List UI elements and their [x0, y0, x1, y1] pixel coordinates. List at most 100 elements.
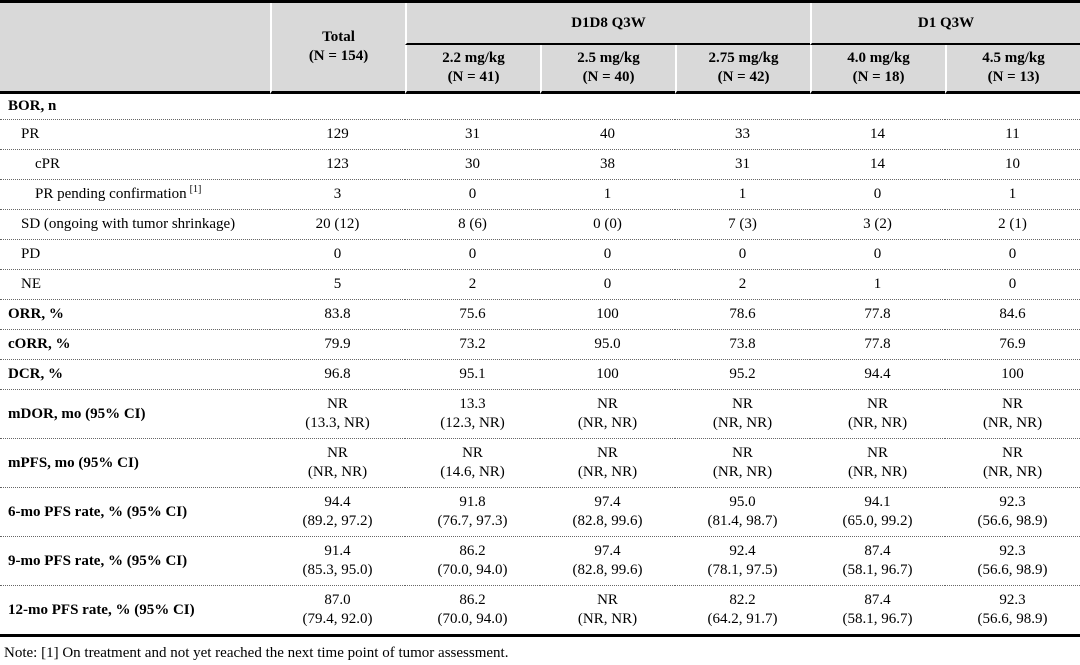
cell-line: NR — [867, 445, 888, 461]
cell-line: 92.3 — [999, 592, 1026, 608]
cell-line: 83.8 — [324, 306, 351, 322]
data-cell: NR (NR, NR) — [540, 390, 675, 439]
cell-line: NR — [597, 445, 618, 461]
row-label: SD (ongoing with tumor shrinkage) — [0, 210, 270, 240]
cell-line: 75.6 — [459, 306, 486, 322]
data-cell: 94.1 (65.0, 99.2) — [810, 488, 946, 537]
data-cell: 31 — [405, 120, 540, 150]
table-row: PR pending confirmation [1] 3 0 1 1 0 1 — [0, 180, 1080, 210]
data-cell: 95.1 — [405, 360, 540, 390]
dose-label: 4.5 mg/kg — [982, 50, 1045, 66]
table-row: DCR, % 96.8 95.1 100 95.2 94.4 100 — [0, 360, 1080, 390]
data-cell: 95.0 (81.4, 98.7) — [675, 488, 811, 537]
cell-line: (NR, NR) — [577, 611, 638, 627]
table-row: BOR, n — [0, 94, 1080, 120]
data-cell: 5 — [270, 270, 405, 300]
results-table: Total (N = 154) D1D8 Q3W D1 Q3W 2.2 mg/k… — [0, 0, 1080, 637]
cell-line: 87.4 — [864, 592, 891, 608]
cell-line: 87.4 — [864, 543, 891, 559]
data-cell: 0 — [270, 240, 405, 270]
cell-line: 33 — [735, 126, 751, 142]
data-cell: 73.8 — [675, 330, 811, 360]
data-cell: 123 — [270, 150, 405, 180]
cell-line: NR — [1002, 445, 1023, 461]
table-row: cPR 123 30 38 31 14 10 — [0, 150, 1080, 180]
cell-line: 0 — [1008, 246, 1017, 262]
data-cell: 1 — [945, 180, 1080, 210]
cell-line: 79.9 — [324, 336, 351, 352]
dose-n: (N = 40) — [582, 69, 635, 85]
cell-line: 94.1 — [864, 494, 891, 510]
data-cell: 0 — [945, 270, 1080, 300]
data-cell: 87.4 (58.1, 96.7) — [810, 586, 945, 634]
cell-line: NR — [327, 396, 348, 412]
cell-line: (NR, NR) — [982, 464, 1043, 480]
data-cell: NR (NR, NR) — [675, 390, 811, 439]
cell-line: 38 — [600, 156, 615, 172]
cell-line: (NR, NR) — [712, 464, 773, 480]
cell-line: (56.6, 98.9) — [977, 513, 1048, 529]
data-cell: 83.8 — [270, 300, 405, 330]
cell-line: 91.8 — [459, 494, 486, 510]
data-cell: 129 — [270, 120, 405, 150]
total-title: Total — [322, 29, 355, 45]
cell-line: 82.2 — [729, 592, 756, 608]
cell-line: 97.4 — [594, 494, 621, 510]
data-cell: 1 — [810, 270, 946, 300]
cell-line: (64.2, 91.7) — [707, 611, 778, 627]
cell-line: NR — [1002, 396, 1023, 412]
data-cell: 0 — [540, 240, 675, 270]
cell-line: (56.6, 98.9) — [977, 611, 1048, 627]
cell-line: 0 — [873, 246, 882, 262]
data-cell: 100 — [540, 300, 675, 330]
dose-n: (N = 41) — [447, 69, 500, 85]
cell-line: (NR, NR) — [982, 415, 1043, 431]
data-cell: 79.9 — [270, 330, 405, 360]
data-cell: 91.4 (85.3, 95.0) — [270, 537, 405, 586]
cell-line: 3 (2) — [863, 216, 892, 232]
data-cell: NR (NR, NR) — [675, 439, 811, 488]
cell-line: NR — [732, 445, 753, 461]
cell-line: (79.4, 92.0) — [302, 611, 373, 627]
table-row: mPFS, mo (95% CI) NR (NR, NR) NR (14.6, NR) N… — [0, 439, 1080, 488]
cell-line: NR — [867, 396, 888, 412]
cell-line: NR — [597, 592, 618, 608]
cell-line: (56.6, 98.9) — [977, 562, 1048, 578]
cell-line: 0 — [468, 186, 477, 202]
cell-line: 92.3 — [999, 543, 1026, 559]
cell-line: (NR, NR) — [577, 415, 638, 431]
data-cell: 73.2 — [405, 330, 540, 360]
cell-line: 94.4 — [864, 366, 891, 382]
cell-line: (89.2, 97.2) — [302, 513, 373, 529]
data-cell: 0 (0) — [540, 210, 675, 240]
column-header-2-2: 2.2 mg/kg (N = 41) — [405, 45, 540, 94]
data-cell: 95.0 — [540, 330, 675, 360]
cell-line: 95.0 — [594, 336, 621, 352]
cell-line: 14 — [870, 126, 886, 142]
column-header-4-5: 4.5 mg/kg (N = 13) — [945, 45, 1080, 94]
cell-line: (NR, NR) — [847, 464, 908, 480]
cell-line: 2 — [468, 276, 477, 292]
cell-line: NR — [732, 396, 753, 412]
data-cell: 75.6 — [405, 300, 540, 330]
cell-line: 92.3 — [999, 494, 1026, 510]
data-cell: 0 — [945, 240, 1080, 270]
data-cell: NR (13.3, NR) — [270, 390, 405, 439]
dose-n: (N = 13) — [987, 69, 1040, 85]
table-row: PD 0 0 0 0 0 0 — [0, 240, 1080, 270]
cell-line: 95.2 — [729, 366, 756, 382]
cell-line: 95.1 — [459, 366, 486, 382]
cell-line: 1 — [873, 276, 882, 292]
table-header: Total (N = 154) D1D8 Q3W D1 Q3W 2.2 mg/k… — [0, 3, 1080, 94]
data-cell: NR (NR, NR) — [540, 586, 675, 634]
footnote-marker: [1] — [189, 184, 202, 195]
cell-line: 96.8 — [324, 366, 351, 382]
data-cell: 20 (12) — [270, 210, 405, 240]
cell-line: 13.3 — [459, 396, 486, 412]
cell-line: 123 — [326, 156, 349, 172]
cell-line: (82.8, 99.6) — [572, 513, 643, 529]
cell-line: 11 — [1005, 126, 1020, 142]
cell-line: NR — [462, 445, 483, 461]
row-label: BOR, n — [0, 94, 270, 120]
data-cell: 100 — [540, 360, 675, 390]
